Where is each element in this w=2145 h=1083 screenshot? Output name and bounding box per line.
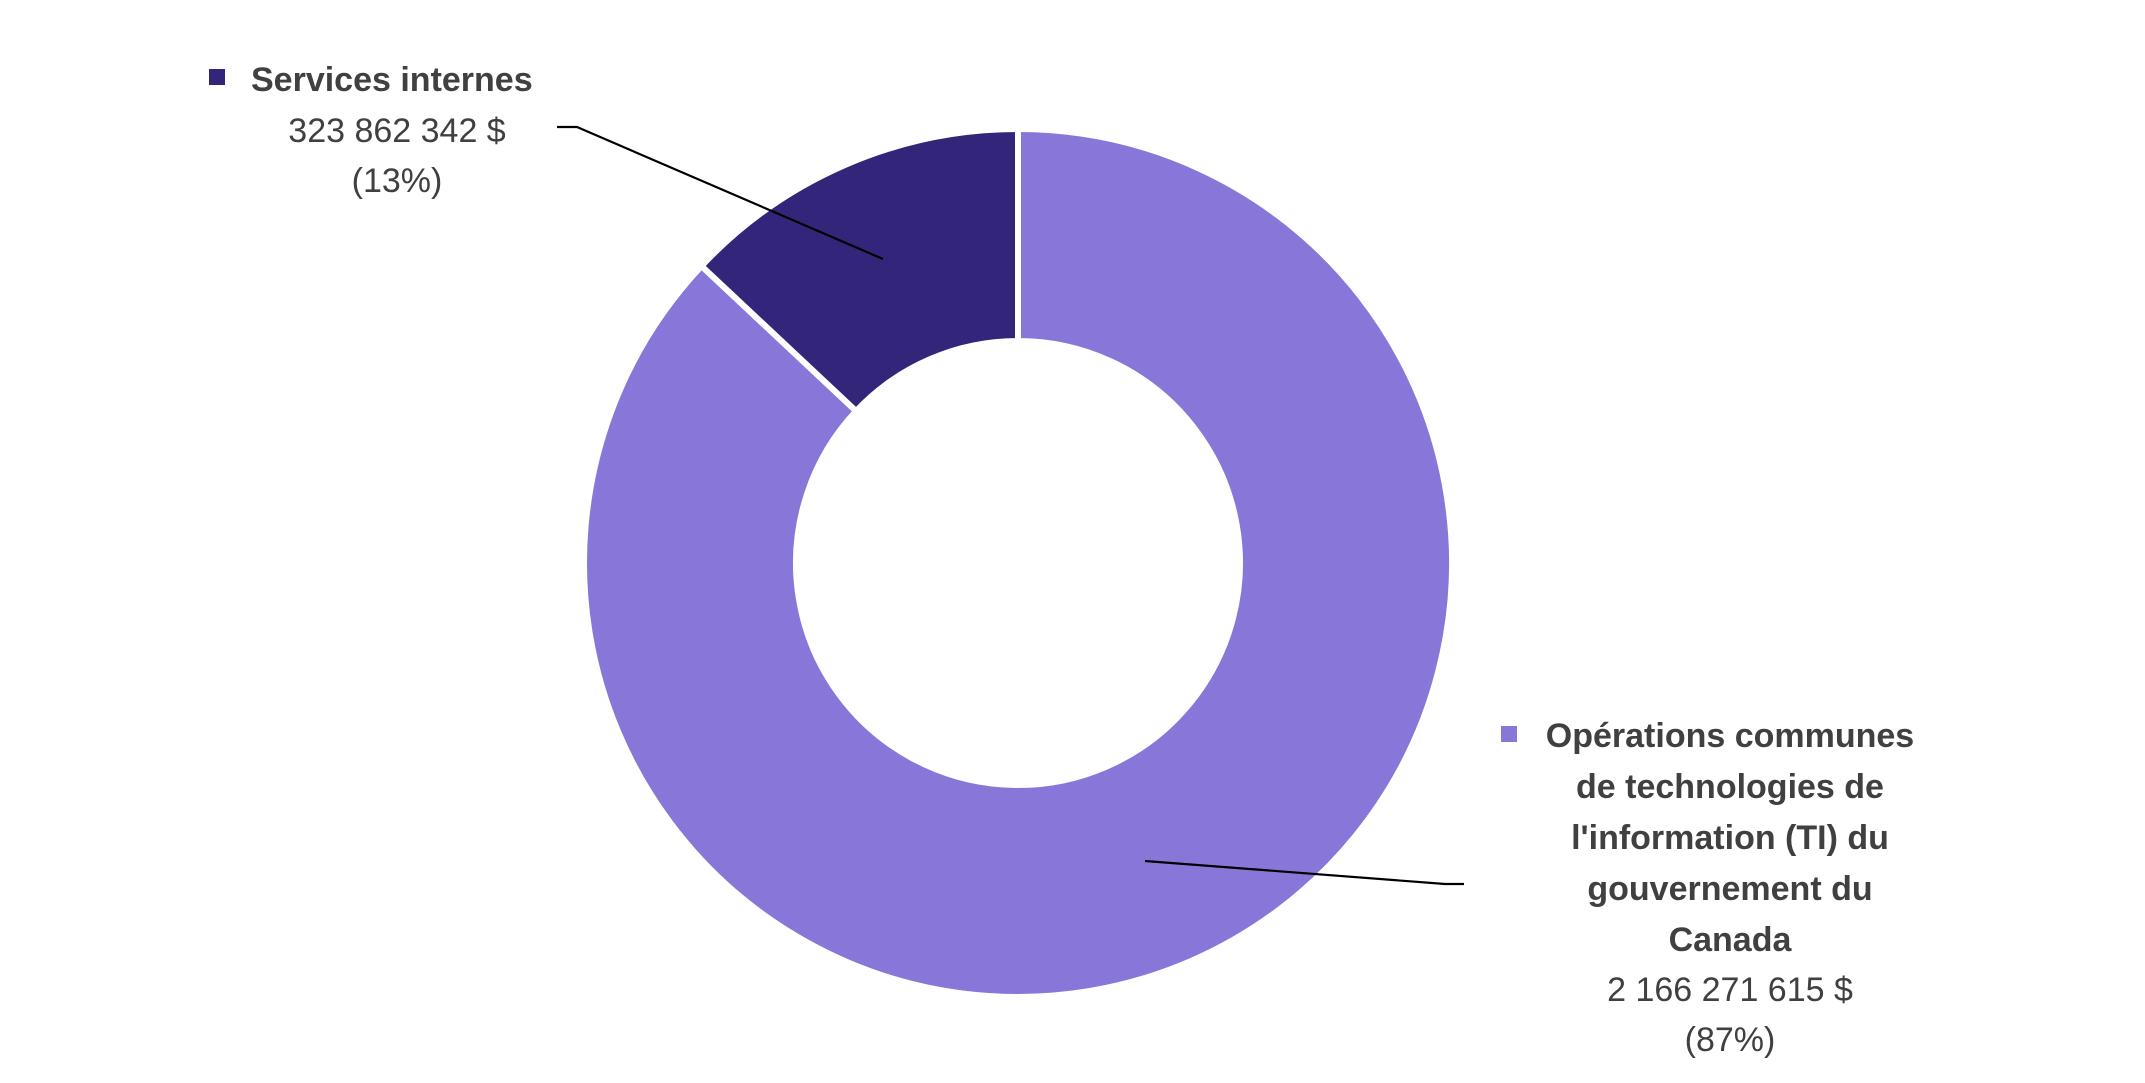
label-percent: (13%) xyxy=(352,162,443,200)
data-label-services-internes: Services internes 323 862 342 $ (13%) xyxy=(209,61,533,200)
leader-line-operations-communes xyxy=(1144,859,1464,886)
donut-slice-1 xyxy=(697,125,1021,416)
label-value: 323 862 342 $ xyxy=(288,112,506,150)
label-name-line-1: Opérations communes xyxy=(1546,717,1914,755)
label-percent: (87%) xyxy=(1685,1021,1776,1059)
data-label-operations-communes: Opérations communes de technologies de l… xyxy=(1501,717,1914,1059)
donut-slice-0 xyxy=(581,125,1455,1000)
label-name-line-2: de technologies de xyxy=(1576,768,1884,806)
leader-line-services-internes xyxy=(557,125,884,261)
label-name-line-4: gouvernement du xyxy=(1587,870,1872,908)
label-name: Services internes xyxy=(251,61,533,99)
label-name-line-5: Canada xyxy=(1669,921,1793,959)
donut-slices xyxy=(581,125,1455,1000)
label-value: 2 166 271 615 $ xyxy=(1607,971,1853,1009)
label-name-line-3: l'information (TI) du xyxy=(1571,819,1889,857)
legend-marker-operations-communes xyxy=(1501,726,1517,742)
legend-marker-services-internes xyxy=(209,69,225,85)
